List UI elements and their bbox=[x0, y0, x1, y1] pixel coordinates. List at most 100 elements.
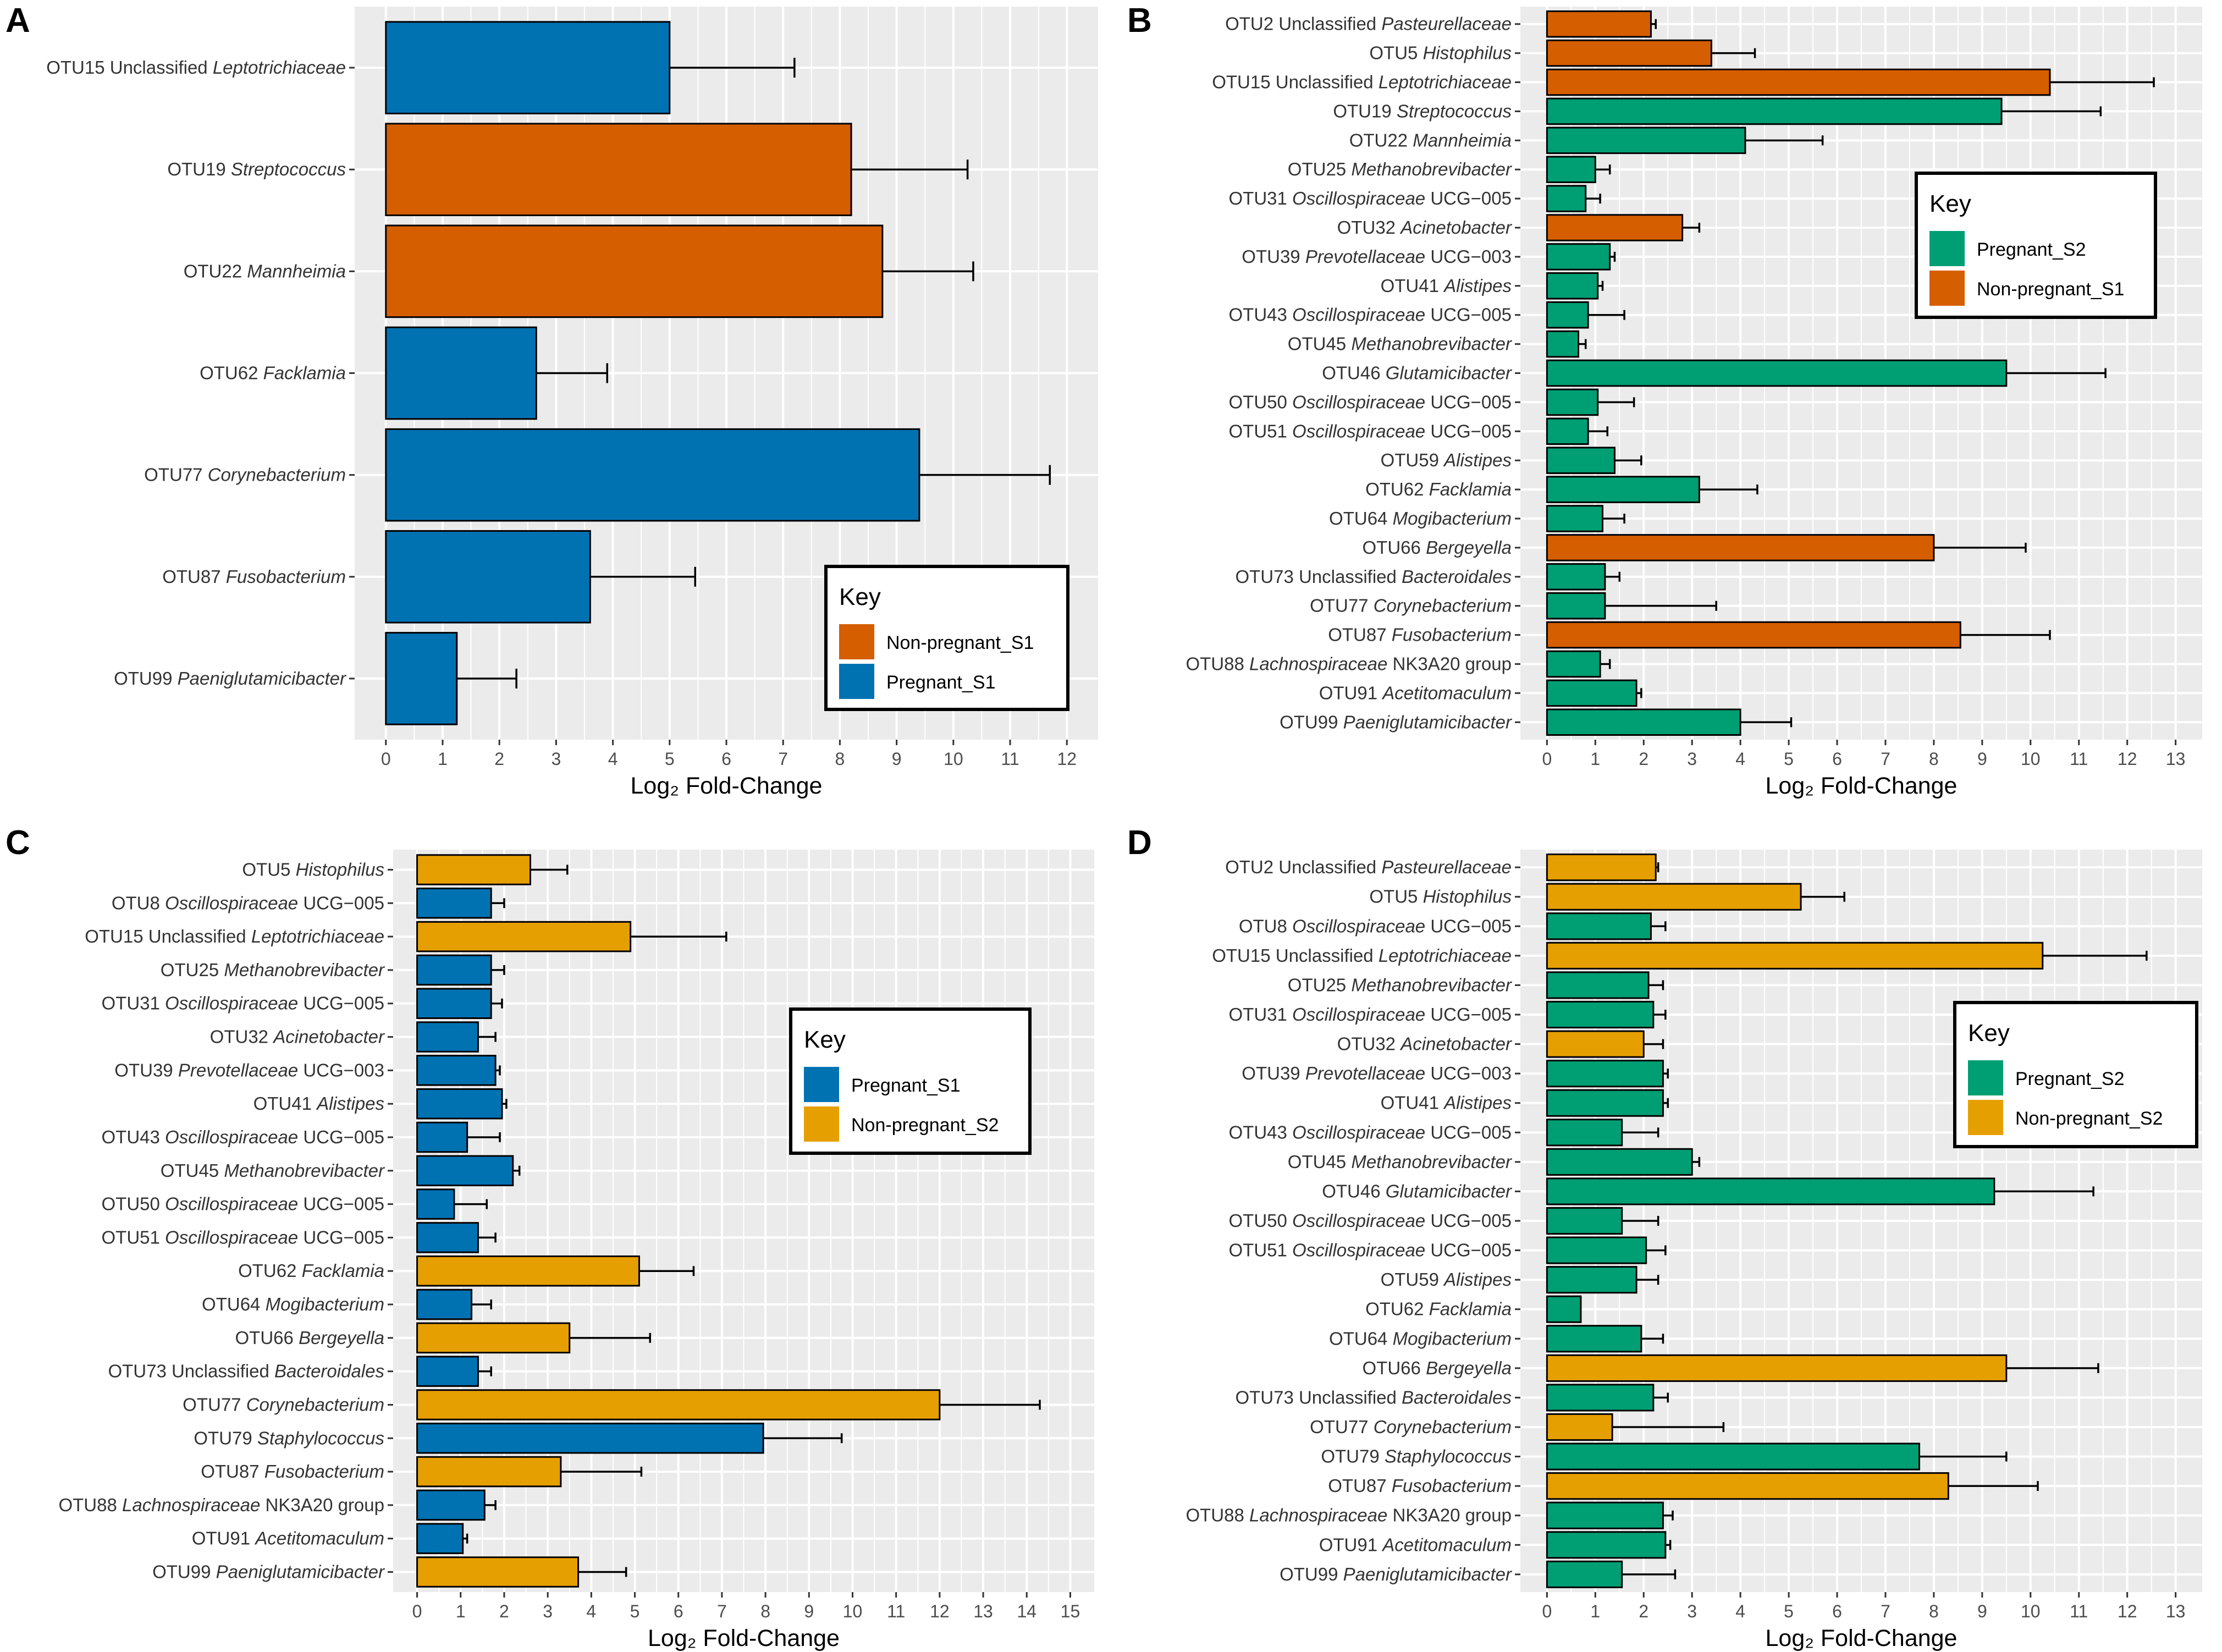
bar-otu64 bbox=[1546, 505, 1604, 532]
x-tick-label: 5 bbox=[1784, 749, 1794, 769]
category-label-otu31: OTU31 Oscillospiraceae UCG−005 bbox=[1229, 188, 1512, 208]
x-tick-label: 11 bbox=[2070, 749, 2088, 769]
x-tick-label: 3 bbox=[1687, 749, 1697, 769]
bar-otu32 bbox=[1546, 214, 1684, 241]
bar-otu59 bbox=[1546, 1266, 1637, 1294]
category-label-otu15: OTU15 Unclassified Leptotrichiaceae bbox=[85, 926, 384, 946]
category-label-otu25: OTU25 Methanobrevibacter bbox=[1288, 974, 1513, 995]
category-label-otu5: OTU5 Histophilus bbox=[1369, 886, 1512, 907]
bar-otu41 bbox=[1546, 272, 1599, 300]
category-label-otu77: OTU77 Corynebacterium bbox=[1310, 596, 1512, 616]
category-label-otu19: OTU19 Streptococcus bbox=[167, 159, 346, 179]
bar-otu88 bbox=[416, 1489, 486, 1521]
bar-otu5 bbox=[1546, 883, 1802, 911]
bar-otu19 bbox=[1546, 97, 2003, 125]
bar-otu43 bbox=[416, 1121, 468, 1153]
x-tick-label: 1 bbox=[1590, 749, 1600, 769]
bar-otu45 bbox=[1546, 330, 1580, 358]
x-axis-title: Log₂ Fold-Change bbox=[631, 773, 823, 799]
x-tick-label: 4 bbox=[1735, 1601, 1745, 1621]
category-label-otu66: OTU66 Bergeyella bbox=[1363, 1358, 1512, 1378]
category-label-otu8: OTU8 Oscillospiraceae UCG−005 bbox=[112, 893, 384, 913]
category-label-otu45: OTU45 Methanobrevibacter bbox=[1288, 334, 1513, 354]
x-tick-label: 3 bbox=[543, 1601, 553, 1621]
x-tick-label: 4 bbox=[1735, 749, 1745, 769]
category-label-otu91: OTU91 Acetitomaculum bbox=[1319, 682, 1512, 703]
x-axis-title: Log₂ Fold-Change bbox=[1766, 1625, 1958, 1651]
legend-swatch bbox=[804, 1067, 839, 1102]
x-tick-label: 9 bbox=[804, 1601, 814, 1621]
category-label-otu51: OTU51 Oscillospiraceae UCG−005 bbox=[1229, 1240, 1512, 1260]
x-tick-label: 3 bbox=[551, 749, 561, 769]
panel-d: D OTU2 Unclassified Pasteurellaceae OTU5 H… bbox=[1127, 824, 2202, 1651]
category-label-otu43: OTU43 Oscillospiraceae UCG−005 bbox=[1229, 305, 1512, 325]
x-tick-label: 10 bbox=[2021, 1601, 2041, 1621]
bar-otu46 bbox=[1546, 1177, 1995, 1205]
category-label-otu45: OTU45 Methanobrevibacter bbox=[161, 1160, 385, 1181]
category-label-otu99: OTU99 Paeniglutamicibacter bbox=[1280, 1564, 1513, 1584]
category-label-otu73: OTU73 Unclassified Bacteroidales bbox=[1235, 1387, 1512, 1407]
bar-otu50 bbox=[1546, 1207, 1623, 1235]
x-tick-label: 7 bbox=[717, 1601, 727, 1621]
bar-otu2 bbox=[1546, 853, 1657, 882]
x-tick-label: 5 bbox=[1784, 1601, 1794, 1621]
x-tick-label: 2 bbox=[1639, 1601, 1648, 1621]
category-label-otu41: OTU41 Alistipes bbox=[253, 1093, 384, 1114]
category-label-otu22: OTU22 Mannheimia bbox=[184, 261, 346, 281]
bar-otu91 bbox=[1546, 679, 1637, 707]
legend-swatch bbox=[1968, 1060, 2003, 1095]
x-tick-label: 13 bbox=[2166, 1601, 2186, 1621]
category-label-otu22: OTU22 Mannheimia bbox=[1349, 130, 1512, 150]
x-axis-title: Log₂ Fold-Change bbox=[648, 1625, 840, 1651]
bar-otu62 bbox=[416, 1255, 640, 1287]
bar-otu46 bbox=[1546, 359, 2008, 387]
category-label-otu91: OTU91 Acetitomaculum bbox=[1319, 1534, 1512, 1555]
legend-swatch bbox=[1929, 271, 1965, 306]
bar-otu91 bbox=[1546, 1531, 1667, 1559]
legend-title: Key bbox=[839, 583, 881, 610]
bar-otu5 bbox=[1546, 39, 1712, 67]
x-tick-label: 11 bbox=[1001, 749, 1019, 769]
x-tick-label: 1 bbox=[456, 1601, 466, 1621]
bar-otu50 bbox=[416, 1188, 455, 1220]
bar-otu25 bbox=[416, 954, 492, 986]
x-tick-label: 10 bbox=[843, 1601, 863, 1621]
bar-otu99 bbox=[416, 1556, 580, 1588]
x-tick-label: 14 bbox=[1017, 1601, 1036, 1621]
x-tick-label: 4 bbox=[608, 749, 618, 769]
bar-otu51 bbox=[1546, 417, 1589, 445]
category-label-otu77: OTU77 Corynebacterium bbox=[183, 1394, 384, 1414]
bar-otu66 bbox=[1546, 1354, 2008, 1382]
bar-otu62 bbox=[1546, 1295, 1582, 1323]
bar-otu87 bbox=[1546, 1472, 1949, 1500]
bar-otu22 bbox=[385, 224, 884, 318]
panel-letter: C bbox=[5, 824, 30, 862]
category-label-otu39: OTU39 Prevotellaceae UCG−003 bbox=[1242, 1063, 1512, 1083]
bar-otu91 bbox=[416, 1523, 464, 1554]
bar-otu41 bbox=[416, 1088, 503, 1120]
category-label-otu31: OTU31 Oscillospiraceae UCG−005 bbox=[102, 993, 385, 1014]
legend-label: Pregnant_S1 bbox=[886, 672, 996, 693]
legend-title: Key bbox=[1929, 190, 1971, 217]
category-label-otu88: OTU88 Lachnospiraceae NK3A20 group bbox=[58, 1495, 384, 1515]
x-tick-label: 8 bbox=[835, 749, 845, 769]
x-tick-label: 7 bbox=[1881, 1601, 1890, 1621]
category-label-otu41: OTU41 Alistipes bbox=[1381, 276, 1512, 296]
bar-otu25 bbox=[1546, 971, 1650, 999]
bar-otu59 bbox=[1546, 447, 1616, 474]
x-tick-label: 6 bbox=[1832, 1601, 1842, 1621]
category-label-otu5: OTU5 Histophilus bbox=[242, 859, 384, 879]
category-label-otu87: OTU87 Fusobacterium bbox=[1328, 625, 1512, 645]
bar-otu22 bbox=[1546, 126, 1746, 155]
category-label-otu32: OTU32 Acinetobacter bbox=[210, 1027, 385, 1047]
x-tick-label: 13 bbox=[973, 1601, 993, 1621]
x-tick-label: 2 bbox=[1639, 749, 1648, 769]
category-label-otu62: OTU62 Facklamia bbox=[238, 1260, 384, 1281]
bar-otu79 bbox=[1546, 1442, 1921, 1471]
category-label-otu5: OTU5 Histophilus bbox=[1369, 43, 1512, 63]
bar-otu77 bbox=[1546, 592, 1606, 620]
bar-otu15 bbox=[1546, 941, 2044, 970]
category-label-otu62: OTU62 Facklamia bbox=[200, 363, 346, 383]
bar-otu15 bbox=[385, 21, 671, 114]
panel-a: A OTU15 Unclassified Leptotrichiaceae OTU1… bbox=[5, 2, 1098, 799]
